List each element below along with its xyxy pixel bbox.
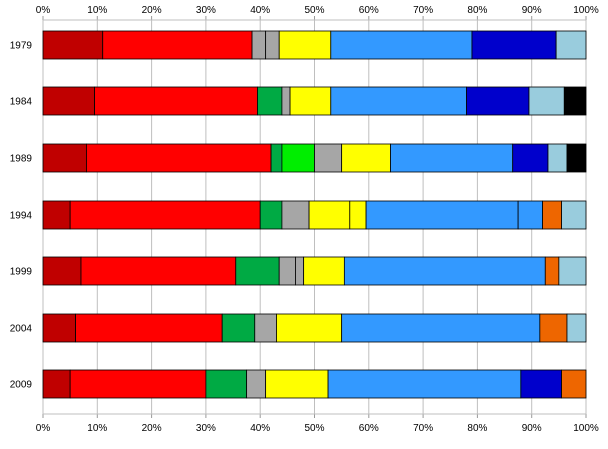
bar-segment-2009-6 xyxy=(520,369,562,399)
bar-segment-1984-7 xyxy=(528,86,565,116)
bar-segment-2009-4 xyxy=(265,369,329,399)
bar-segment-1989-0 xyxy=(42,143,87,173)
bar-segment-1989-7 xyxy=(512,143,549,173)
bar-segment-1994-7 xyxy=(517,200,543,230)
bar-segment-1994-3 xyxy=(281,200,310,230)
category-label-1979: 1979 xyxy=(10,41,33,52)
bar-segment-1989-4 xyxy=(314,143,343,173)
x-tick-label-bottom: 50% xyxy=(304,423,324,434)
bar-segment-1984-8 xyxy=(563,86,587,116)
top-axis-ticks: 0% 10% 20% 30% 40% 50% 60% 70% 80% 90% 100% xyxy=(36,5,599,16)
x-tick-label-top: 60% xyxy=(359,5,379,16)
bar-segment-1989-8 xyxy=(547,143,568,173)
x-tick-label-top: 50% xyxy=(304,5,324,16)
x-tick-label-bottom: 100% xyxy=(573,423,599,434)
x-tick-label-top: 30% xyxy=(196,5,216,16)
bar-segment-1979-2 xyxy=(251,30,267,60)
x-tick-label-bottom: 20% xyxy=(142,423,162,434)
bar-segment-1979-1 xyxy=(102,30,253,60)
bar-segment-1984-1 xyxy=(94,86,258,116)
bar-segment-1979-3 xyxy=(265,30,280,60)
category-label-1989: 1989 xyxy=(10,154,33,165)
category-label-2004: 2004 xyxy=(10,324,33,335)
x-tick-label-top: 70% xyxy=(413,5,433,16)
bar-segment-1994-8 xyxy=(542,200,562,230)
bar-segment-1999-8 xyxy=(558,256,587,286)
bar-segment-1989-6 xyxy=(390,143,514,173)
bar-segment-2004-5 xyxy=(341,313,541,343)
bar-segment-1994-0 xyxy=(42,200,71,230)
bar-segment-1999-3 xyxy=(278,256,296,286)
bar-segment-1984-5 xyxy=(330,86,467,116)
x-tick-label-bottom: 60% xyxy=(359,423,379,434)
bar-segment-2004-0 xyxy=(42,313,76,343)
bar-segment-1994-2 xyxy=(259,200,283,230)
bar-segment-1984-3 xyxy=(281,86,291,116)
bar-segment-1984-4 xyxy=(289,86,332,116)
bar-segment-1999-2 xyxy=(235,256,280,286)
bar-segment-1984-0 xyxy=(42,86,95,116)
bar-segment-1999-6 xyxy=(343,256,546,286)
bar-segment-1994-1 xyxy=(69,200,261,230)
bar-segment-1979-5 xyxy=(330,30,473,60)
bar-segment-2009-2 xyxy=(205,369,248,399)
bar-segment-1979-6 xyxy=(471,30,557,60)
category-label-2009: 2009 xyxy=(10,380,33,391)
category-labels: 1979 1984 1989 1994 1999 2004 2009 xyxy=(10,41,33,391)
bar-segment-1999-0 xyxy=(42,256,82,286)
bar-segment-2009-5 xyxy=(327,369,522,399)
bar-segment-1979-0 xyxy=(42,30,104,60)
bar-segment-1989-1 xyxy=(86,143,272,173)
x-tick-label-top: 80% xyxy=(467,5,487,16)
x-tick-label-bottom: 0% xyxy=(36,423,51,434)
bar-segment-2009-3 xyxy=(246,369,267,399)
x-tick-label-bottom: 40% xyxy=(250,423,270,434)
x-tick-label-top: 0% xyxy=(36,5,51,16)
x-tick-label-bottom: 80% xyxy=(467,423,487,434)
bar-segment-2009-0 xyxy=(42,369,71,399)
bar-segment-1999-7 xyxy=(544,256,560,286)
x-tick-label-top: 20% xyxy=(142,5,162,16)
x-tick-label-top: 90% xyxy=(522,5,542,16)
x-tick-label-top: 40% xyxy=(250,5,270,16)
bar-segment-1999-5 xyxy=(303,256,345,286)
bar-segment-2004-1 xyxy=(75,313,223,343)
bar-segment-2004-7 xyxy=(566,313,587,343)
category-label-1984: 1984 xyxy=(10,97,33,108)
x-tick-label-bottom: 90% xyxy=(522,423,542,434)
bar-segment-1994-6 xyxy=(365,200,519,230)
bar-segment-2004-2 xyxy=(221,313,256,343)
bar-segment-1989-3 xyxy=(281,143,315,173)
bar-segment-1984-2 xyxy=(257,86,283,116)
category-label-1999: 1999 xyxy=(10,267,33,278)
bar-segment-2009-1 xyxy=(69,369,207,399)
bar-segment-1994-5 xyxy=(349,200,367,230)
bar-segment-1999-1 xyxy=(80,256,237,286)
bar-segment-2004-6 xyxy=(539,313,568,343)
x-tick-label-top: 100% xyxy=(573,5,599,16)
bar-segment-1979-4 xyxy=(278,30,332,60)
x-tick-label-bottom: 10% xyxy=(87,423,107,434)
category-label-1994: 1994 xyxy=(10,211,33,222)
bar-segment-1994-4 xyxy=(308,200,351,230)
x-tick-label-top: 10% xyxy=(87,5,107,16)
bar-segment-1989-9 xyxy=(566,143,587,173)
bar-segment-1979-7 xyxy=(555,30,587,60)
bar-segment-1999-4 xyxy=(295,256,305,286)
bar-segment-1994-9 xyxy=(561,200,587,230)
bar-segment-1989-2 xyxy=(270,143,283,173)
bar-segment-1989-5 xyxy=(341,143,391,173)
bar-segment-2009-7 xyxy=(561,369,587,399)
bars xyxy=(42,30,587,399)
bottom-axis-ticks: 0% 10% 20% 30% 40% 50% 60% 70% 80% 90% 100% xyxy=(36,423,599,434)
bar-segment-2004-4 xyxy=(276,313,343,343)
x-tick-label-bottom: 70% xyxy=(413,423,433,434)
bar-segment-2004-3 xyxy=(254,313,277,343)
bar-segment-1984-6 xyxy=(466,86,530,116)
x-tick-label-bottom: 30% xyxy=(196,423,216,434)
